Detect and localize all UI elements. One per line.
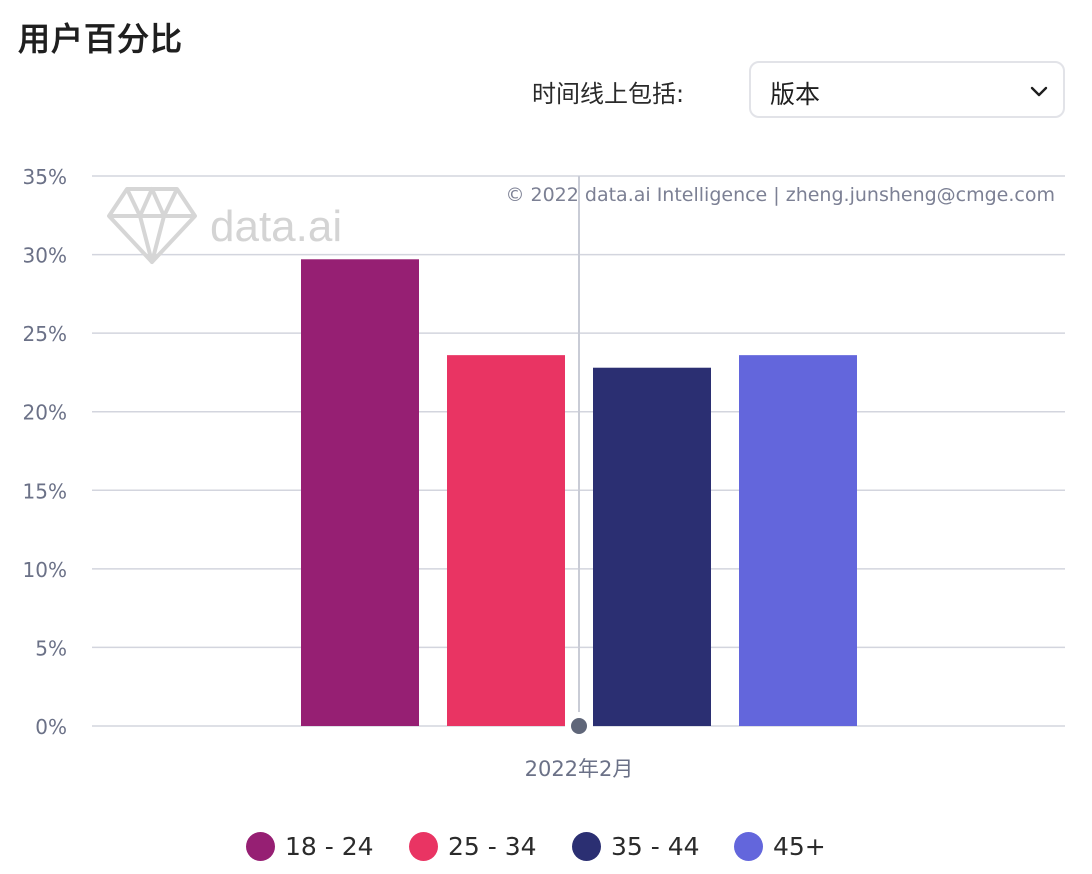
- y-tick-label: 20%: [23, 401, 67, 425]
- bar-25-34[interactable]: [447, 355, 565, 726]
- legend-item[interactable]: 25 - 34: [409, 824, 537, 868]
- y-tick-label: 35%: [23, 165, 67, 189]
- legend-label: 35 - 44: [611, 831, 700, 861]
- y-tick-label: 15%: [23, 479, 67, 503]
- timeline-include-select[interactable]: 版本: [749, 61, 1065, 118]
- bar-18-24[interactable]: [301, 259, 419, 726]
- data-ai-diamond-icon: [107, 187, 197, 264]
- x-tick-label: 2022年2月: [525, 757, 634, 781]
- legend-swatch: [734, 831, 763, 861]
- legend-label: 45+: [773, 831, 826, 861]
- y-tick-label: 25%: [23, 322, 67, 346]
- y-tick-label: 0%: [35, 715, 67, 739]
- bar-35-44[interactable]: [593, 367, 711, 726]
- legend-item[interactable]: 35 - 44: [572, 824, 700, 868]
- legend-swatch: [246, 831, 275, 861]
- bar-series: [301, 259, 857, 726]
- legend-label: 18 - 24: [285, 831, 374, 861]
- legend-label: 25 - 34: [448, 831, 537, 861]
- y-tick-label: 10%: [23, 558, 67, 582]
- watermark: data.ai © 2022 data.ai Intelligence | zh…: [107, 184, 1055, 264]
- select-value: 版本: [770, 80, 821, 109]
- legend-swatch: [572, 831, 601, 861]
- y-tick-label: 30%: [23, 244, 67, 268]
- axes: 0% 5% 10% 15% 20% 25% 30% 35% 2022年2月: [23, 165, 634, 781]
- user-percentage-bar-chart: data.ai © 2022 data.ai Intelligence | zh…: [23, 165, 1065, 781]
- watermark-brand: data.ai: [210, 202, 342, 251]
- legend-item[interactable]: 18 - 24: [246, 824, 374, 868]
- bar-45[interactable]: [739, 355, 857, 726]
- y-tick-label: 5%: [35, 636, 67, 660]
- legend-swatch: [409, 831, 438, 861]
- page-title: 用户百分比: [18, 20, 184, 58]
- chart-legend: 18 - 24 25 - 34 35 - 44 45+: [0, 824, 1092, 868]
- watermark-copyright: © 2022 data.ai Intelligence | zheng.juns…: [505, 184, 1055, 206]
- crosshair-marker[interactable]: [571, 718, 587, 734]
- timeline-filter-label: 时间线上包括:: [532, 80, 685, 108]
- legend-item[interactable]: 45+: [734, 824, 826, 868]
- chevron-down-icon: [1030, 86, 1048, 97]
